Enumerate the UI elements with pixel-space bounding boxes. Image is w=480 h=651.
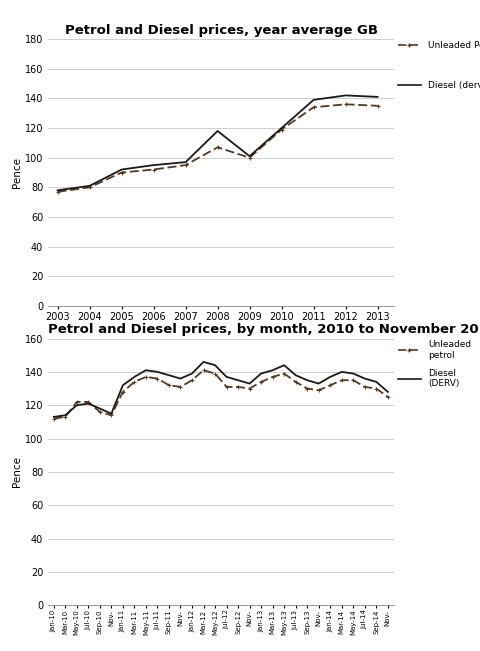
Legend: Unleaded
petrol, Diesel
(DERV): Unleaded petrol, Diesel (DERV): [398, 340, 471, 388]
Y-axis label: Pence: Pence: [12, 157, 22, 188]
Text: Petrol and Diesel prices, by month, 2010 to November 2014 GB: Petrol and Diesel prices, by month, 2010…: [48, 323, 480, 336]
Y-axis label: Pence: Pence: [12, 456, 22, 488]
Legend: Diesel (derv): Diesel (derv): [398, 81, 480, 90]
Text: Petrol and Diesel prices, year average GB: Petrol and Diesel prices, year average G…: [65, 23, 378, 36]
